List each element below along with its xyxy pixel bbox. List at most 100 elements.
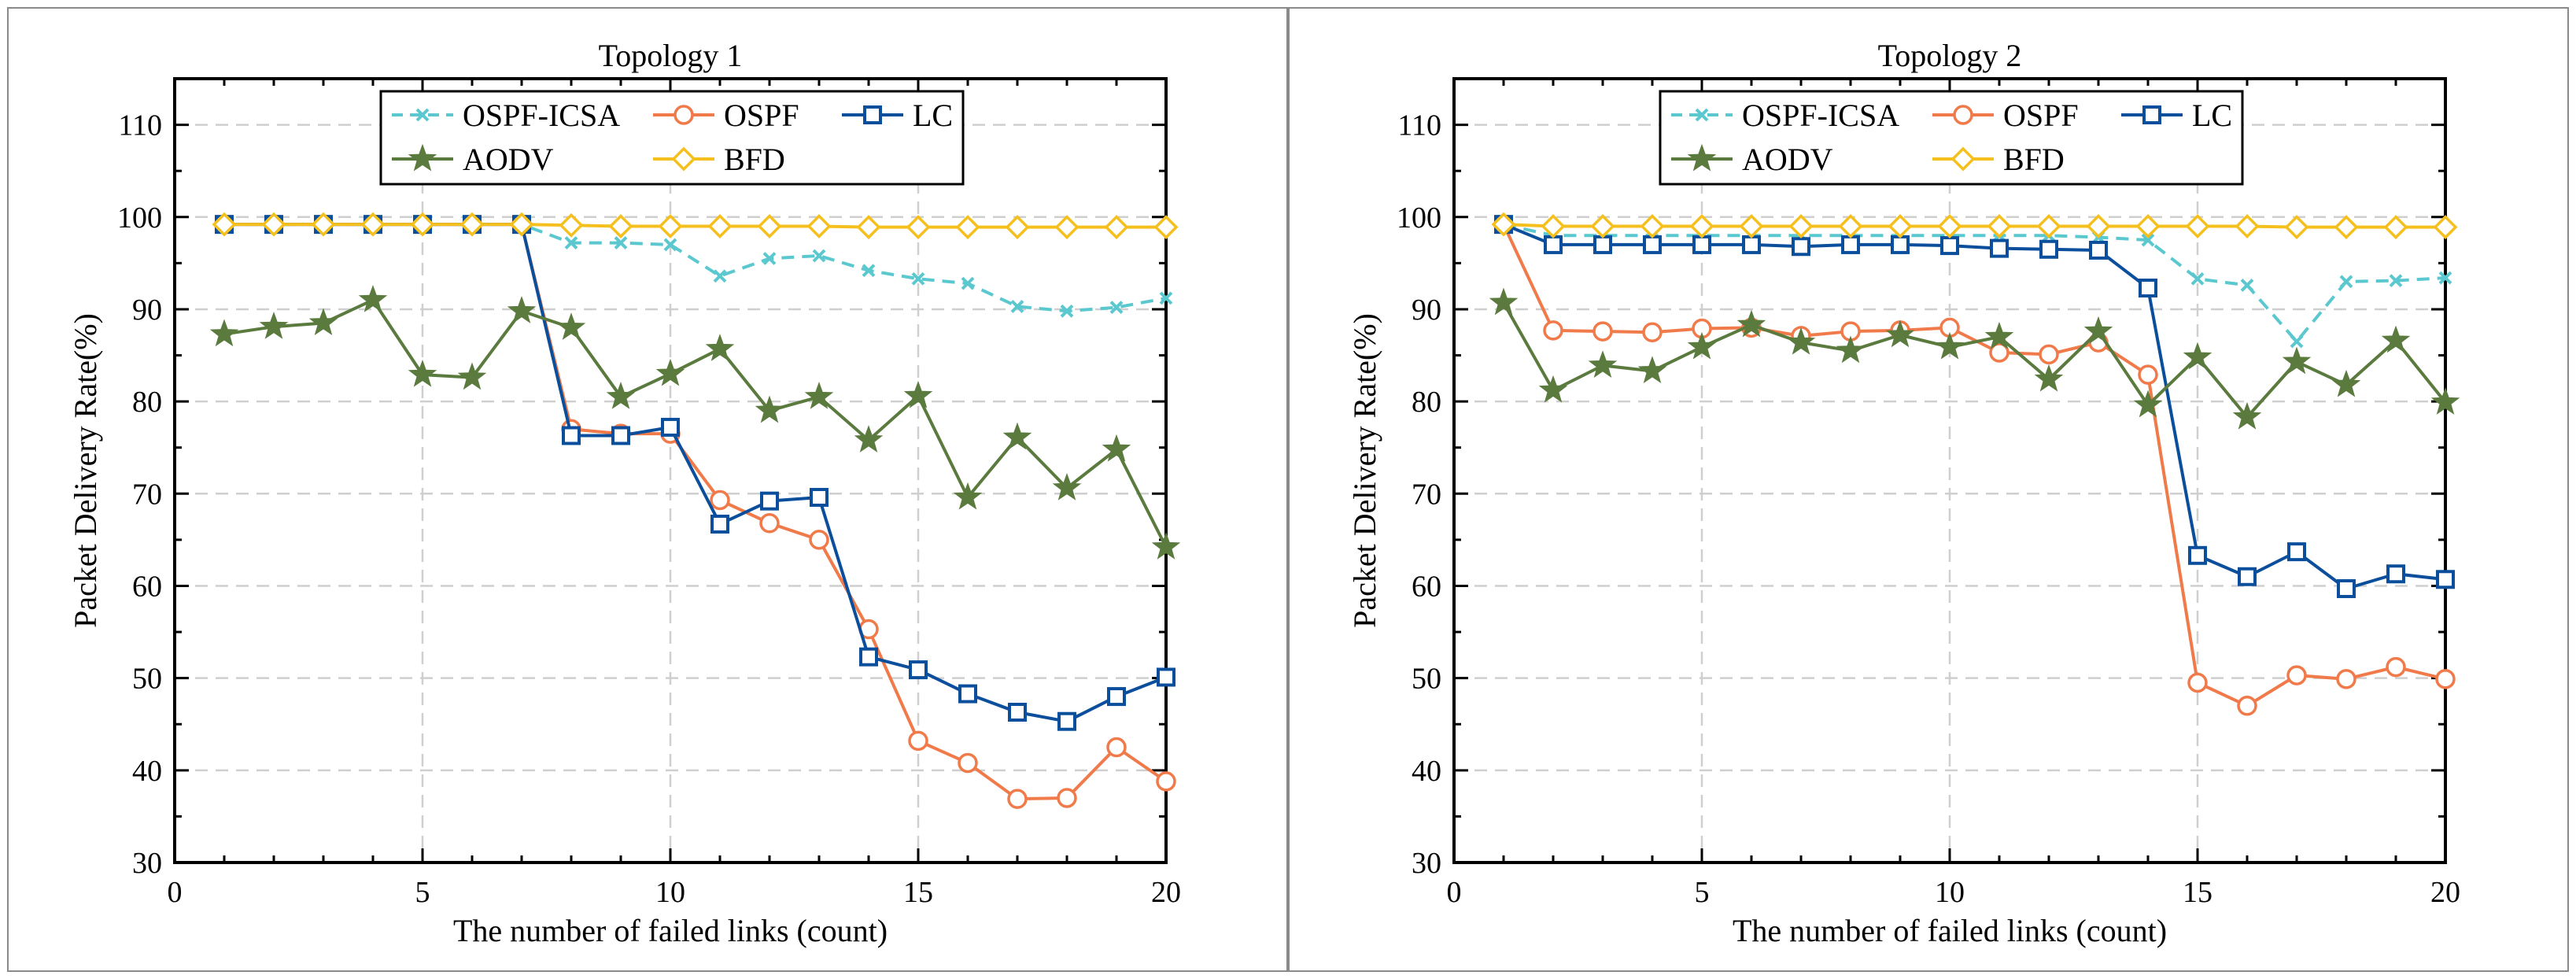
series-line bbox=[1502, 224, 2446, 707]
data-point bbox=[1885, 320, 1915, 348]
data-point bbox=[1643, 235, 1662, 254]
data-point bbox=[1687, 331, 1717, 360]
data-point bbox=[1935, 331, 1965, 360]
data-point bbox=[1060, 304, 1074, 318]
y-tick-label: 30 bbox=[1412, 847, 1441, 880]
data-point bbox=[408, 359, 437, 387]
y-tick-label: 70 bbox=[1412, 478, 1441, 511]
data-point bbox=[958, 684, 977, 704]
y-tick-label: 70 bbox=[132, 478, 162, 511]
data-point bbox=[705, 334, 735, 361]
data-point bbox=[1786, 327, 1816, 355]
y-tick-label: 50 bbox=[132, 663, 162, 696]
data-point bbox=[2089, 240, 2108, 260]
data-point bbox=[2086, 214, 2111, 238]
legend-marker bbox=[671, 146, 696, 172]
x-tick-label: 0 bbox=[1447, 876, 1462, 909]
data-point bbox=[1543, 320, 1563, 341]
data-point bbox=[2036, 214, 2061, 238]
data-point bbox=[2141, 233, 2155, 247]
legend-item: OSPF-ICSA bbox=[392, 98, 620, 133]
legend-marker bbox=[2142, 105, 2161, 124]
data-point bbox=[1637, 356, 1667, 383]
data-point bbox=[856, 215, 881, 240]
data-point bbox=[2138, 364, 2158, 385]
y-tick-label: 60 bbox=[132, 570, 162, 603]
data-point bbox=[1989, 342, 2010, 363]
y-tick-label: 80 bbox=[132, 386, 162, 419]
data-point bbox=[1002, 422, 1032, 450]
data-point bbox=[2286, 665, 2307, 685]
data-point bbox=[1888, 214, 1913, 238]
legend-marker bbox=[674, 105, 694, 125]
y-tick-label: 110 bbox=[118, 109, 162, 142]
legend-label: AODV bbox=[1742, 142, 1833, 177]
data-point bbox=[1891, 235, 1910, 254]
series-lc bbox=[1494, 215, 2455, 598]
data-point bbox=[2290, 334, 2304, 349]
legend-item: OSPF-ICSA bbox=[1671, 98, 1899, 133]
series-line bbox=[223, 298, 1168, 549]
data-point bbox=[1937, 214, 1962, 238]
legend-label: OSPF-ICSA bbox=[1742, 98, 1899, 133]
legend-marker bbox=[408, 143, 437, 172]
data-point bbox=[1642, 322, 1663, 342]
data-point bbox=[1153, 215, 1179, 240]
series-line bbox=[1503, 223, 2446, 590]
data-point bbox=[2433, 215, 2458, 240]
data-point bbox=[862, 264, 876, 278]
legend-item: OSPF bbox=[653, 98, 799, 133]
y-tick-label: 110 bbox=[1397, 109, 1441, 142]
series-lc bbox=[215, 215, 1175, 731]
data-point bbox=[1157, 667, 1175, 687]
legend-item: AODV bbox=[392, 142, 554, 177]
data-point bbox=[2034, 364, 2064, 392]
data-point bbox=[762, 252, 777, 265]
data-point bbox=[953, 482, 983, 510]
data-point bbox=[2331, 369, 2361, 397]
legend-item: BFD bbox=[653, 142, 785, 177]
data-point bbox=[1836, 335, 1866, 364]
data-point bbox=[1739, 214, 1764, 238]
x-tick-label: 5 bbox=[1695, 876, 1710, 909]
data-point bbox=[1588, 350, 1618, 378]
y-tick-label: 40 bbox=[1412, 755, 1441, 788]
data-point bbox=[2238, 567, 2257, 586]
data-point bbox=[564, 236, 578, 249]
data-point bbox=[1491, 212, 1516, 237]
data-point bbox=[1838, 214, 1863, 238]
data-point bbox=[2187, 672, 2208, 693]
data-point bbox=[2334, 215, 2359, 240]
x-axis-title: The number of failed links (count) bbox=[453, 913, 888, 948]
data-point bbox=[961, 276, 975, 290]
data-point bbox=[755, 395, 784, 423]
data-point bbox=[2430, 387, 2460, 415]
series-ospf bbox=[214, 214, 1176, 809]
legend-label: LC bbox=[913, 98, 953, 133]
series-bfd bbox=[1491, 212, 2458, 240]
data-point bbox=[2232, 401, 2262, 430]
series-line bbox=[224, 223, 1167, 313]
y-tick-label: 50 bbox=[1412, 663, 1441, 696]
data-point bbox=[457, 362, 487, 390]
x-tick-label: 10 bbox=[1935, 876, 1965, 909]
data-point bbox=[1593, 235, 1612, 254]
data-point bbox=[760, 491, 779, 511]
x-tick-label: 0 bbox=[168, 876, 183, 909]
data-point bbox=[608, 214, 633, 238]
data-point bbox=[1052, 473, 1082, 501]
legend-marker bbox=[863, 105, 882, 124]
data-point bbox=[1054, 215, 1079, 240]
data-point bbox=[804, 382, 834, 409]
data-point bbox=[1008, 703, 1027, 722]
chart-topology-2: 0 5 10 15 20 30 40 50 60 70 80 90 100 110 Topology 2 Th… bbox=[1347, 38, 2460, 948]
data-point bbox=[2185, 214, 2210, 238]
data-point bbox=[410, 212, 435, 237]
data-point bbox=[1159, 291, 1173, 305]
y-tick-label: 40 bbox=[132, 755, 162, 788]
data-point bbox=[1489, 287, 1519, 316]
data-point bbox=[2438, 271, 2452, 285]
data-point bbox=[2240, 279, 2254, 292]
data-point bbox=[903, 380, 933, 408]
data-point bbox=[906, 215, 931, 240]
